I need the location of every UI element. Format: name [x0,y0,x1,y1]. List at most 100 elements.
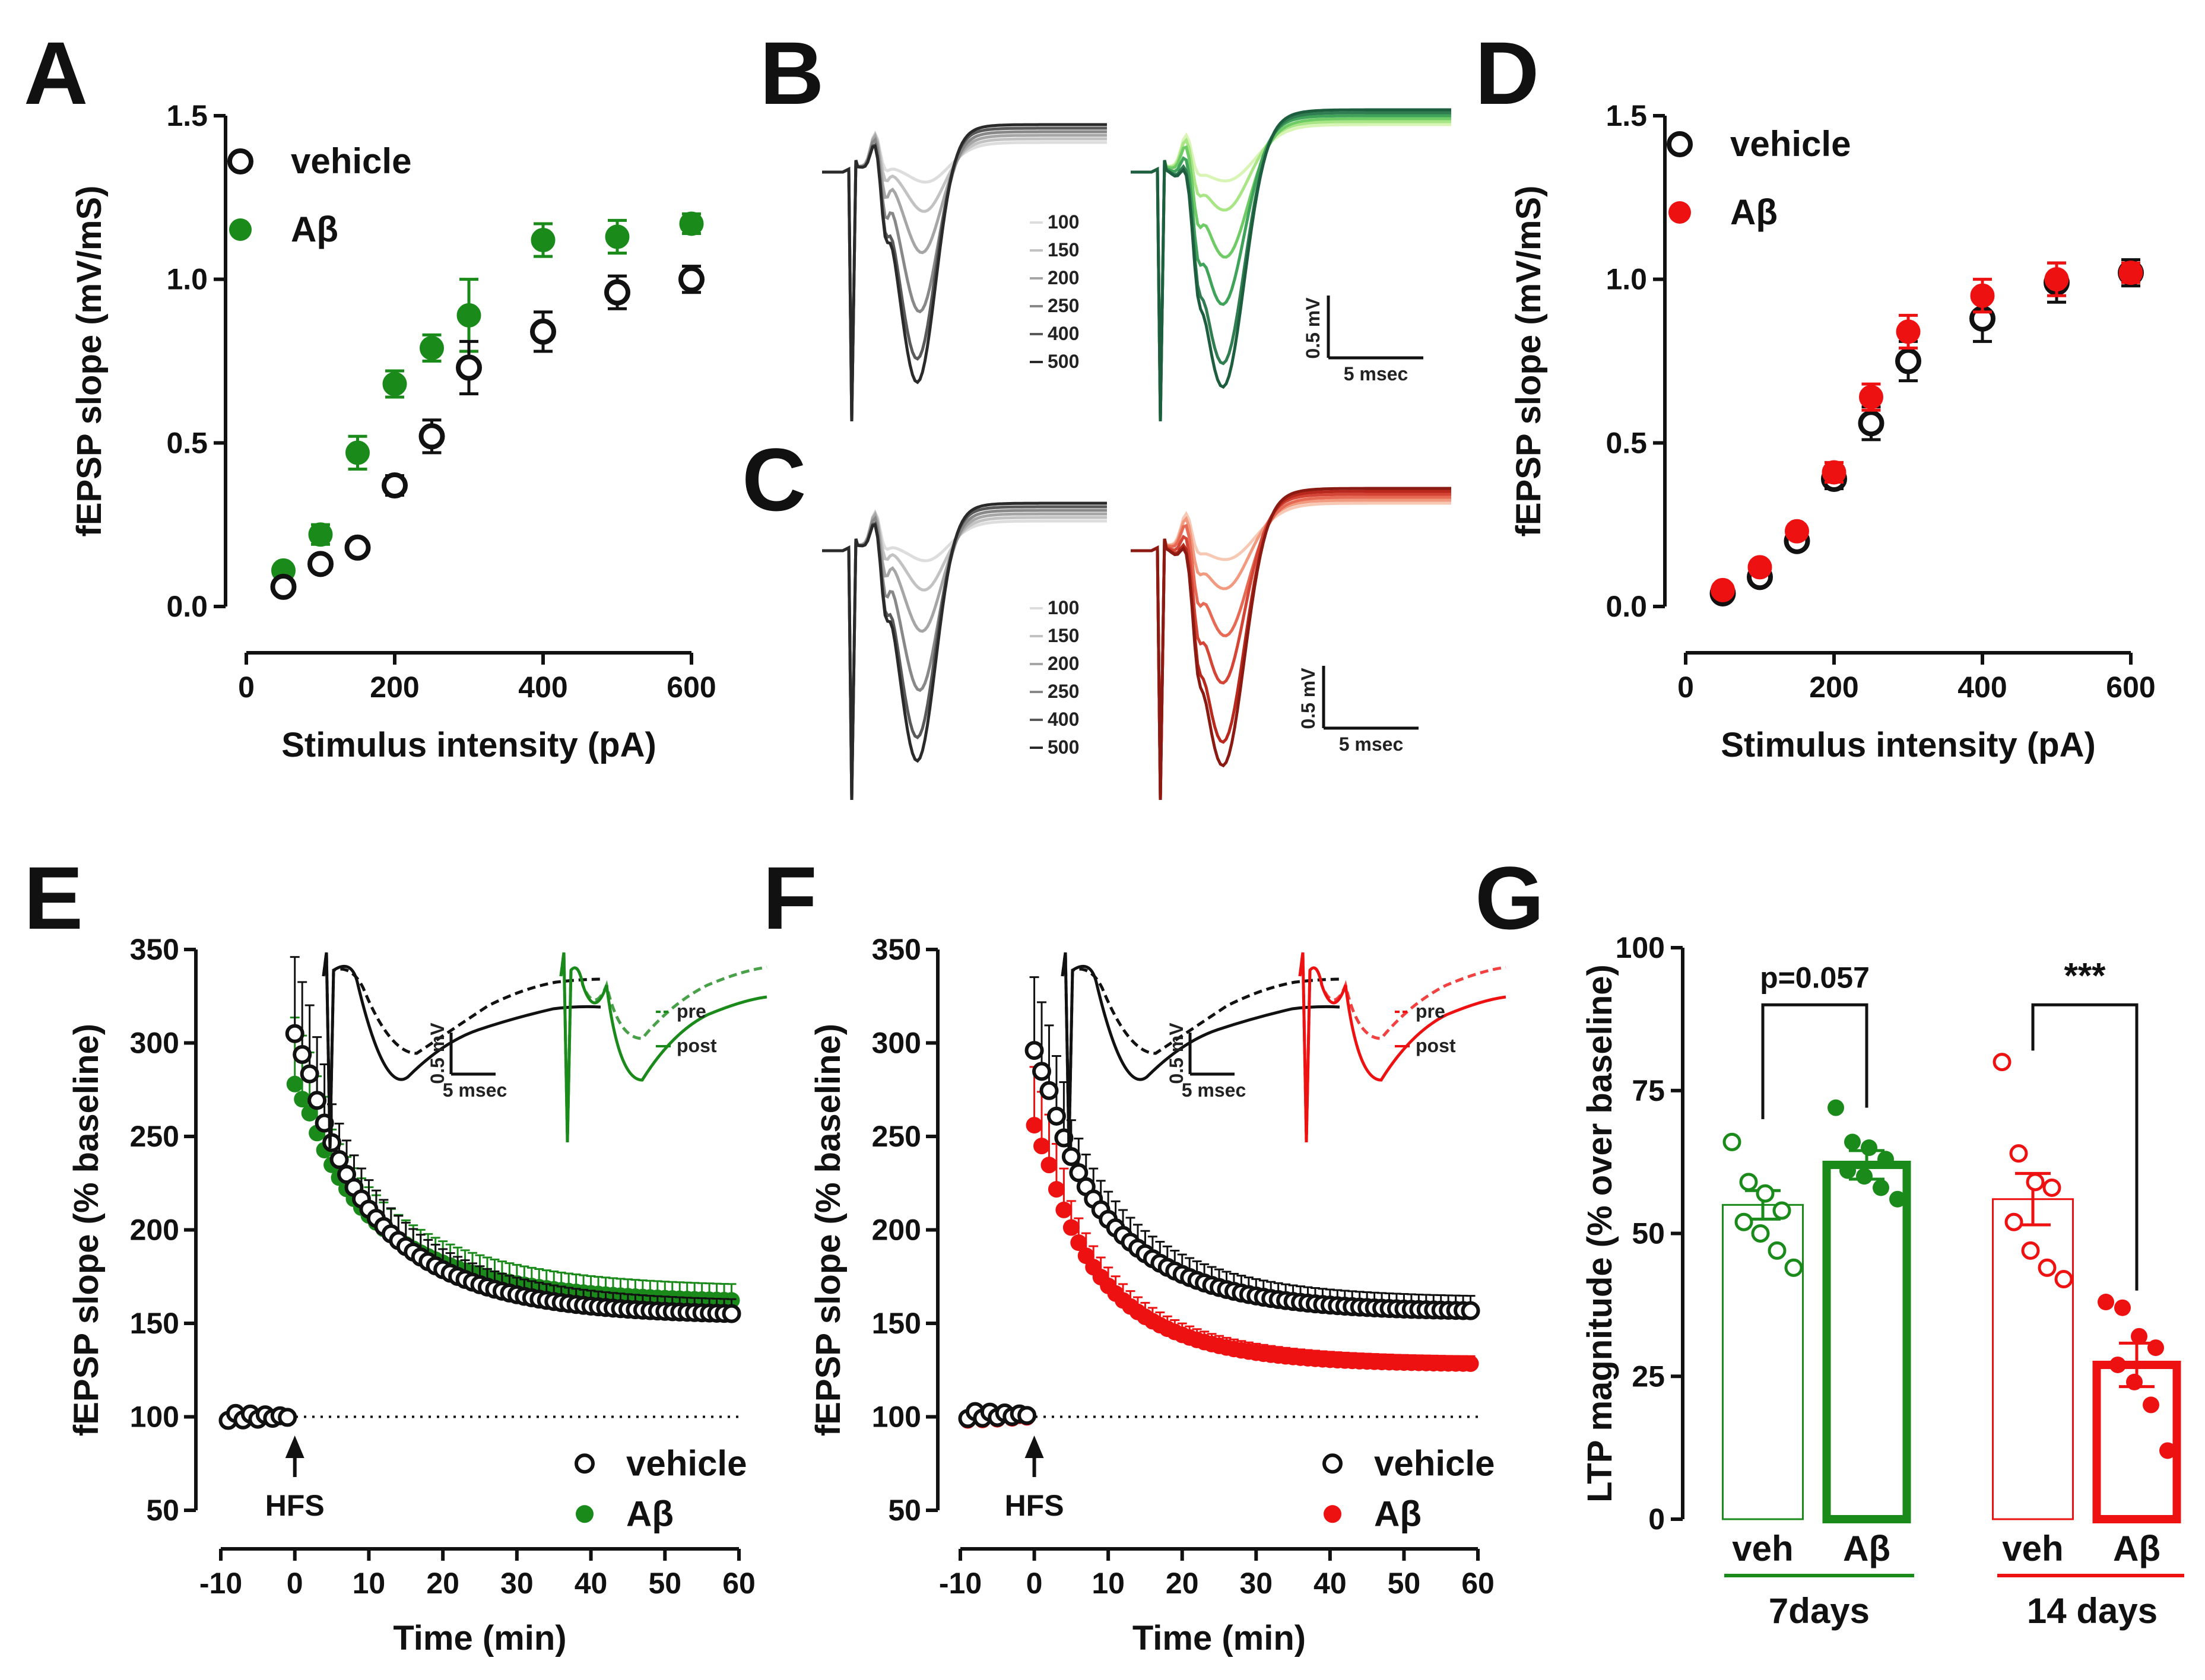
legend-vehicle-marker [575,1453,595,1474]
trace-400 [822,126,1107,422]
bar-point [1877,1151,1894,1168]
vehicle-point [293,1044,312,1064]
panel-A: 0.0 0.5 1.0 1.5 0 200 400 600 Stimulus intensity… [70,99,716,764]
vehicle-point [1032,1062,1052,1081]
bar-category-label: Aβ [1843,1529,1890,1568]
color-trace [1131,123,1451,422]
vehicle-point [678,266,705,293]
bar-point [2038,1258,2057,1277]
abeta-point [1055,1201,1073,1218]
y-tick-label: 75 [1632,1074,1665,1107]
y-tick-label: 50 [1632,1217,1665,1250]
x-tick-label: 30 [1239,1567,1273,1600]
color-trace [1131,498,1451,801]
y-tick-label: 1.5 [1606,99,1647,132]
bar [1722,1203,1804,1520]
y-tick-label: 300 [872,1027,921,1060]
y-tick-label: 0 [1648,1503,1665,1536]
y-tick-label: 200 [872,1214,921,1247]
bar-point [1844,1133,1861,1151]
bar-point [1839,1162,1856,1179]
vehicle-point [1039,1081,1059,1100]
x-tick-label: 40 [1314,1567,1347,1600]
abeta-point [1033,1138,1051,1155]
bar-category-label: veh [2002,1529,2063,1568]
abeta-point [1048,1181,1065,1198]
trace-100 [822,509,1107,801]
y-tick-label: 50 [888,1494,921,1527]
trace-legend-label: 150 [1048,239,1079,261]
legend-vehicle-label: vehicle [1374,1443,1495,1483]
bar-point [2021,1241,2040,1260]
vehicle-point [1461,1301,1480,1320]
vehicle-point [456,354,482,381]
abeta-point [1026,1117,1043,1134]
vehicle-point [307,551,334,577]
panel-label-D: D [1475,23,1539,123]
x-tick-label: 60 [1461,1567,1495,1600]
bar-point [1756,1184,1775,1203]
abeta-point [1859,385,1883,409]
y-axis-label: fEPSP slope (mV/mS) [70,186,109,537]
abeta-point [286,1075,303,1093]
x-tick-label: -10 [939,1567,982,1600]
x-tick-label: 200 [370,671,419,704]
trace-400 [822,505,1107,801]
legend-vehicle-marker [1322,1453,1343,1474]
x-tick-label: 0 [1677,671,1694,704]
x-tick-label: 0 [238,671,255,704]
abeta-point [382,371,407,396]
trace-150 [822,510,1107,801]
bar-point [1861,1139,1877,1157]
y-tick-label: 100 [1616,931,1665,964]
y-axis-label: fEPSP slope (mV/mS) [1509,186,1548,537]
vehicle-point [307,1091,327,1110]
bar-point [1739,1173,1758,1192]
bar-point [2114,1299,2131,1316]
abeta-point [2044,267,2069,292]
color-trace [1131,111,1451,422]
abeta-point [1711,577,1735,602]
vehicle-point [278,1408,297,1427]
trace-200 [822,511,1107,801]
y-tick-label: 250 [872,1120,921,1153]
inset-legend-post-label: post [677,1035,717,1056]
bar-category-label: veh [1732,1529,1793,1568]
panel-C: 100 150 200 250 400 500 0.5 mV 5 msec [822,487,1451,801]
y-tick-label: 350 [130,933,179,966]
bar-point [2159,1442,2176,1459]
x-tick-label: 20 [1166,1567,1199,1600]
abeta-point [2118,261,2143,285]
trace-legend-label: 200 [1048,653,1079,674]
hfs-arrow-icon [285,1436,304,1458]
inset-trace-ab-pre [559,952,767,1143]
panel-label-G: G [1475,848,1544,948]
vehicle-point [1858,410,1884,437]
bar-point [2126,1373,2143,1390]
trace-legend-label: 400 [1048,709,1079,730]
abeta-point [1062,1219,1080,1236]
panel-label-E: E [24,848,83,948]
abeta-point [605,224,630,249]
x-axis-label: Stimulus intensity (pA) [1721,726,2096,764]
bar-category-label: Aβ [2113,1529,2160,1568]
y-tick-label: 1.0 [166,263,208,296]
bar-point [1856,1168,1873,1185]
x-tick-label: -10 [199,1567,242,1600]
bar-point [2131,1328,2147,1345]
inset-trace-ab-pre [1298,952,1506,1143]
y-tick-label: 150 [130,1307,179,1340]
bar-point [1889,1190,1906,1208]
y-tick-label: 300 [130,1027,179,1060]
bar-point [1873,1179,1889,1196]
legend-vehicle-marker [227,148,253,174]
x-tick-label: 0 [1026,1567,1043,1600]
x-axis-label: Time (min) [393,1619,566,1657]
vehicle-point [270,573,297,600]
trace-legend-label: 500 [1048,351,1079,372]
trace-legend-label: 150 [1048,625,1079,646]
inset-scale-x-label: 5 msec [443,1079,507,1101]
scale-x-label: 5 msec [1339,733,1404,755]
x-axis-label: Stimulus intensity (pA) [281,726,656,764]
